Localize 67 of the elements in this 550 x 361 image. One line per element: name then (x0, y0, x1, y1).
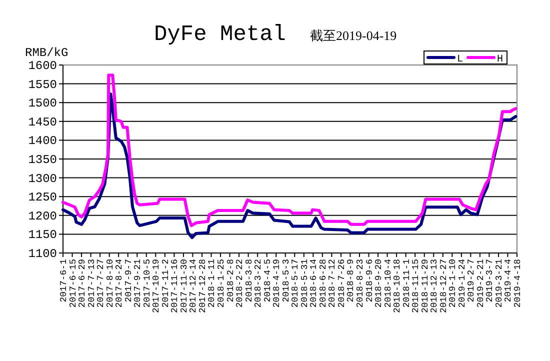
x-tick-label: 2018-12-27 (438, 259, 449, 314)
x-tick-label: 2017-11-2 (160, 259, 171, 308)
x-tick-label: 2018-11-15 (411, 259, 422, 314)
x-tick-label: 2018-3-8 (244, 259, 254, 302)
x-tick-label: 2018-1-25 (216, 259, 227, 308)
x-tick-label: 2019-2-21 (476, 259, 486, 308)
x-tick-label: 2018-9-20 (374, 259, 384, 308)
x-tick-label: 2017-6-29 (78, 259, 88, 308)
y-tick-label: 1450 (28, 115, 57, 130)
x-tick-label: 2018-4-19 (272, 259, 282, 308)
line-series (62, 74, 518, 228)
legend-label: L (457, 54, 464, 66)
y-tick-label: 1500 (28, 96, 57, 111)
x-tick-label: 2017-6-15 (68, 259, 78, 308)
x-tick-label: 2018-5-17 (290, 259, 301, 308)
x-tick-label: 2017-7-13 (86, 259, 97, 308)
legend-label: H (497, 54, 504, 66)
y-tick-label: 1600 (28, 59, 57, 73)
x-tick-label: 2017-8-10 (105, 259, 116, 308)
x-tick-label: 2017-11-16 (170, 259, 180, 314)
x-tick-label: 2019-1-24 (457, 259, 468, 308)
y-tick-label: 1550 (28, 78, 57, 92)
x-tick-label: 2018-12-13 (430, 259, 440, 314)
y-tick-label: 1350 (28, 153, 57, 167)
x-tick-label: 2018-7-26 (336, 259, 347, 308)
chart-title: DyFe Metal (154, 22, 286, 47)
x-tick-label: 2017-12-14 (188, 259, 199, 314)
y-axis-title: RMB/kG (25, 46, 68, 60)
x-tick-label: 2018-3-22 (254, 259, 264, 308)
x-tick-label: 2017-11-30 (179, 259, 190, 314)
x-tick-label: 2018-2-8 (226, 259, 236, 302)
x-tick-label: 2018-8-23 (355, 259, 366, 308)
x-tick-label: 2019-4-4 (504, 259, 514, 302)
x-tick-label: 2017-9-21 (133, 259, 144, 308)
x-tick-label: 2019-2-7 (466, 259, 477, 302)
x-tick-label: 2018-10-4 (383, 259, 394, 308)
x-tick-label: 2017-8-24 (114, 259, 125, 308)
chart-subtitle: 截至2019-04-19 (310, 28, 397, 43)
x-tick-label: 2017-10-5 (142, 259, 152, 308)
x-tick-label: 2019-3-21 (494, 259, 504, 308)
x-tick-label: 2018-4-5 (262, 259, 273, 302)
y-tick-label: 1400 (28, 134, 57, 148)
y-tick-label: 1150 (28, 228, 57, 242)
x-tick-label: 2019-4-18 (513, 259, 523, 308)
x-tick-label: 2018-6-14 (309, 259, 320, 308)
x-tick-label: 2018-5-31 (300, 259, 310, 308)
x-tick-label: 2018-2-22 (235, 259, 246, 308)
x-tick-label: 2018-11-29 (420, 259, 430, 314)
y-tick-label: 1250 (28, 190, 57, 205)
x-tick-label: 2018-11-1 (402, 259, 412, 308)
x-tick-label: 2018-5-3 (281, 259, 292, 302)
x-tick-label: 2018-9-6 (364, 259, 375, 302)
x-tick-label: 2018-10-18 (392, 259, 403, 314)
x-tick-label: 2018-7-12 (328, 259, 338, 308)
x-tick-label: 2017-12-28 (198, 259, 208, 314)
x-tick-label: 2017-9-7 (124, 259, 134, 302)
y-tick-label: 1100 (28, 247, 57, 261)
x-tick-label: 2018-8-9 (346, 259, 356, 302)
x-tick-label: 2018-6-28 (318, 259, 328, 308)
y-tick-label: 1200 (28, 209, 57, 224)
x-tick-label: 2017-6-1 (59, 259, 69, 302)
x-tick-label: 2017-10-19 (152, 259, 162, 314)
x-tick-label: 2017-7-27 (96, 259, 106, 308)
y-tick-label: 1300 (28, 172, 57, 186)
x-tick-label: 2019-1-10 (448, 259, 458, 308)
x-tick-label: 2018-1-11 (207, 259, 218, 308)
x-tick-label: 2019-3-7 (485, 259, 496, 302)
